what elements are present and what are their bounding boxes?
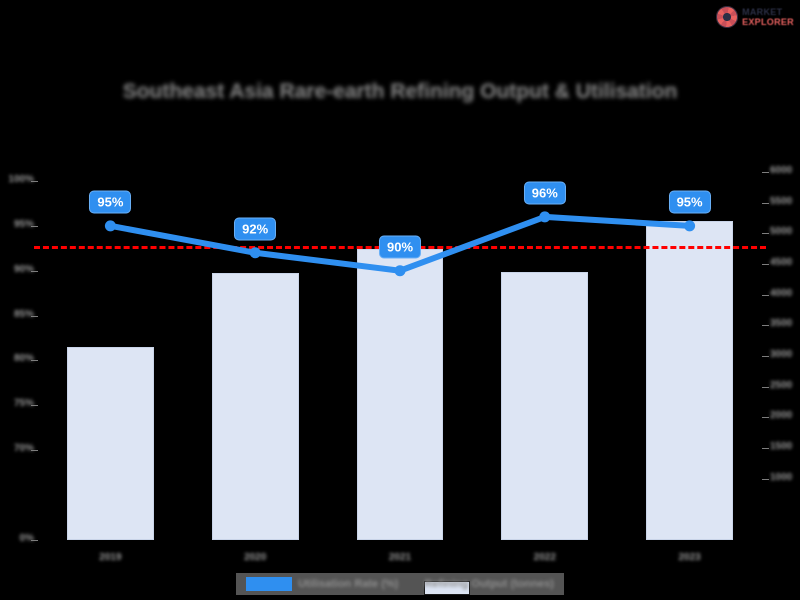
left-axis-tick-label: 80% [13, 353, 34, 365]
data-label: 95% [89, 190, 132, 214]
x-axis-tick-label: 2023 [678, 552, 701, 563]
left-axis-tick-label: 85% [13, 308, 34, 320]
right-axis-tick-label: 4500 [770, 257, 793, 268]
right-axis-tick-label: 3000 [770, 349, 793, 360]
chart-title: Southeast Asia Rare-earth Refining Outpu… [122, 80, 678, 103]
left-axis-tick-label: 90% [13, 263, 34, 275]
right-axis-tick-label: 2000 [770, 410, 793, 422]
data-label: 96% [523, 181, 566, 205]
bar[interactable] [66, 346, 154, 540]
legend-swatch-line [246, 577, 293, 591]
data-label: 95% [668, 190, 711, 214]
right-axis-tick-mark [762, 325, 769, 327]
bar-series [38, 172, 762, 540]
legend-label-bar: Refining Output (tonnes) [424, 578, 554, 590]
right-axis-tick-label: 3500 [770, 318, 793, 330]
line-marker[interactable] [394, 265, 406, 277]
brand-logo: MARKET EXPLORER [716, 4, 794, 30]
right-axis-tick-label: 2500 [770, 379, 793, 391]
data-label: 92% [234, 217, 277, 241]
x-axis-tick-label: 2022 [533, 552, 556, 563]
left-axis-tick-mark [31, 315, 38, 317]
x-axis-tick-label: 2019 [99, 552, 122, 563]
left-axis-tick-label: 70% [13, 443, 34, 455]
right-axis-tick-mark [762, 294, 769, 296]
legend-swatch-bar [424, 581, 471, 595]
right-axis-tick-mark [762, 172, 769, 173]
right-axis-tick-label: 5000 [770, 226, 793, 238]
right-axis-tick-label: 1500 [770, 441, 793, 452]
right-axis-tick-mark [762, 356, 769, 357]
left-axis-tick-mark [31, 450, 38, 452]
line-marker[interactable] [249, 247, 261, 259]
x-axis-tick-label: 2021 [388, 552, 412, 563]
bar[interactable] [646, 221, 734, 540]
legend-label-line: Utilisation Rate (%) [298, 578, 399, 590]
brand-logo-text: MARKET EXPLORER [742, 6, 794, 27]
bar[interactable] [211, 273, 299, 540]
x-axis-tick-label: 2020 [244, 552, 267, 563]
right-axis-tick-mark [762, 264, 769, 265]
right-axis-tick-mark [762, 233, 769, 235]
right-axis-tick-mark [762, 202, 769, 204]
plot-area: 95% 92% 90% 96% 95% [34, 172, 766, 540]
brand-logo-line2: EXPLORER [742, 16, 794, 27]
legend: Utilisation Rate (%) Refining Output (to… [0, 573, 800, 595]
legend-item-line[interactable]: Utilisation Rate (%) [246, 577, 398, 591]
left-axis-tick-mark [31, 270, 38, 272]
left-axis-tick-mark [31, 225, 38, 227]
left-axis-tick-label: 100% [8, 173, 34, 185]
left-axis-tick-mark [31, 540, 38, 541]
flower-circle-icon [716, 6, 739, 28]
left-axis-tick-mark [31, 405, 38, 407]
left-axis-tick-label: 0% [19, 533, 34, 544]
bar[interactable] [501, 271, 589, 540]
left-axis-tick-mark [31, 180, 38, 182]
line-marker[interactable] [684, 220, 696, 232]
right-axis-tick-label: 5500 [770, 195, 793, 207]
right-axis-tick-mark [762, 448, 769, 449]
right-axis-tick-mark [762, 478, 769, 480]
right-axis-tick-label: 1000 [770, 471, 793, 483]
left-axis-tick-mark [31, 360, 38, 362]
line-marker[interactable] [539, 211, 551, 223]
line-series [104, 211, 696, 277]
line-marker[interactable] [104, 220, 116, 232]
brand-logo-line1: MARKET [742, 6, 783, 17]
right-axis-tick-label: 4000 [770, 287, 793, 299]
right-axis-tick-mark [762, 417, 769, 419]
right-axis-tick-mark [762, 386, 769, 388]
left-axis-tick-label: 75% [13, 398, 34, 410]
legend-item-bar[interactable]: Refining Output (tonnes) [424, 578, 554, 595]
legend-wrap: Utilisation Rate (%) Refining Output (to… [236, 573, 564, 595]
right-axis-tick-label: 6000 [770, 165, 793, 176]
data-label: 90% [378, 235, 422, 259]
left-axis-tick-label: 95% [13, 218, 34, 230]
